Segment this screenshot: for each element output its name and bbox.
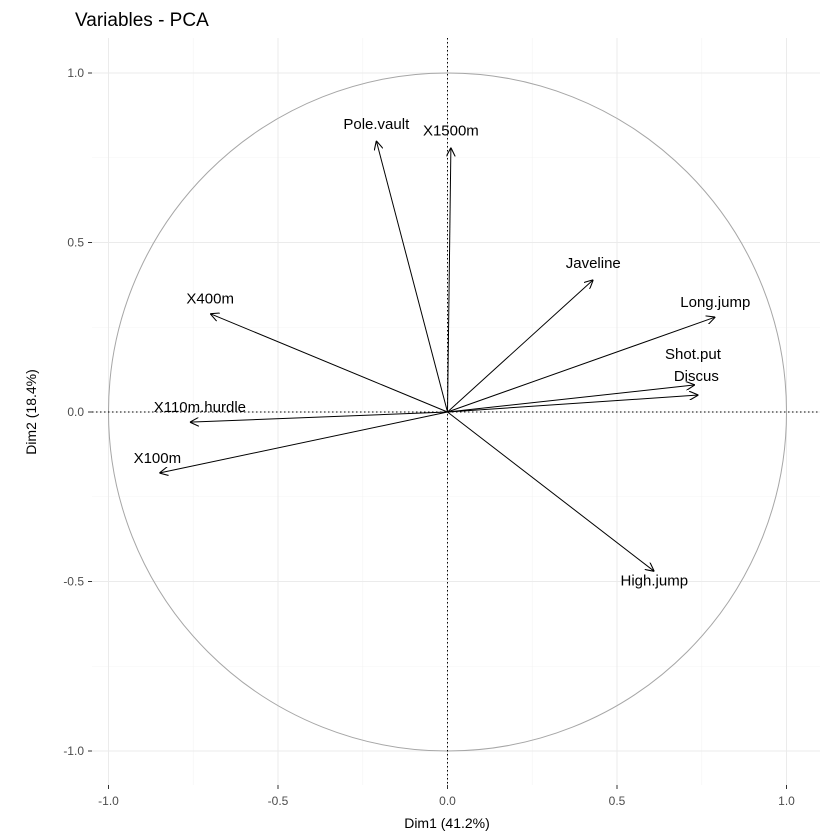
chart-title: Variables - PCA (75, 10, 209, 31)
arrow-pole-vault (376, 141, 448, 413)
label-pole-vault: Pole.vault (343, 116, 410, 133)
arrow-x400m (210, 314, 448, 413)
label-discus: Discus (674, 368, 719, 385)
y-tick-label: -1.0 (63, 744, 84, 758)
x-tick-label: 1.0 (778, 794, 795, 808)
x-axis-title: Dim1 (41.2%) (404, 815, 490, 831)
label-x110m-hurdle: X110m.hurdle (154, 399, 246, 416)
label-high-jump: High.jump (621, 572, 689, 589)
label-shot-put: Shot.put (665, 346, 722, 363)
y-tick-label: 0.0 (67, 405, 84, 419)
arrow-x110m-hurdle (190, 411, 448, 422)
arrow-discus (447, 395, 699, 413)
y-tick-label: 0.5 (67, 236, 84, 250)
x-tick-label: -0.5 (268, 794, 289, 808)
y-axis-title: Dim2 (18.4%) (23, 369, 39, 455)
x-tick-label: 0.5 (609, 794, 626, 808)
y-tick-label: -0.5 (63, 575, 84, 589)
arrow-javeline (447, 280, 594, 413)
arrow-long-jump (447, 317, 716, 413)
arrow-x1500m (448, 148, 451, 413)
arrow-high-jump (447, 411, 655, 571)
label-x400m: X400m (186, 291, 234, 308)
x-tick-label: -1.0 (98, 794, 119, 808)
label-x100m: X100m (134, 450, 182, 467)
y-tick-label: 1.0 (67, 66, 84, 80)
label-long-jump: Long.jump (680, 294, 750, 311)
arrow-shot-put (447, 385, 695, 413)
label-javeline: Javeline (566, 255, 621, 272)
x-axis-ticks: -1.0 -0.5 0.0 0.5 1.0 (98, 785, 795, 808)
variable-arrows (159, 141, 715, 572)
x-tick-label: 0.0 (439, 794, 456, 808)
y-axis-ticks: -1.0 -0.5 0.0 0.5 1.0 (63, 66, 92, 758)
label-x1500m: X1500m (423, 123, 479, 140)
arrow-x100m (159, 411, 448, 473)
variable-labels: X100m X110m.hurdle X400m Pole.vault X1500m Ja… (134, 116, 751, 590)
